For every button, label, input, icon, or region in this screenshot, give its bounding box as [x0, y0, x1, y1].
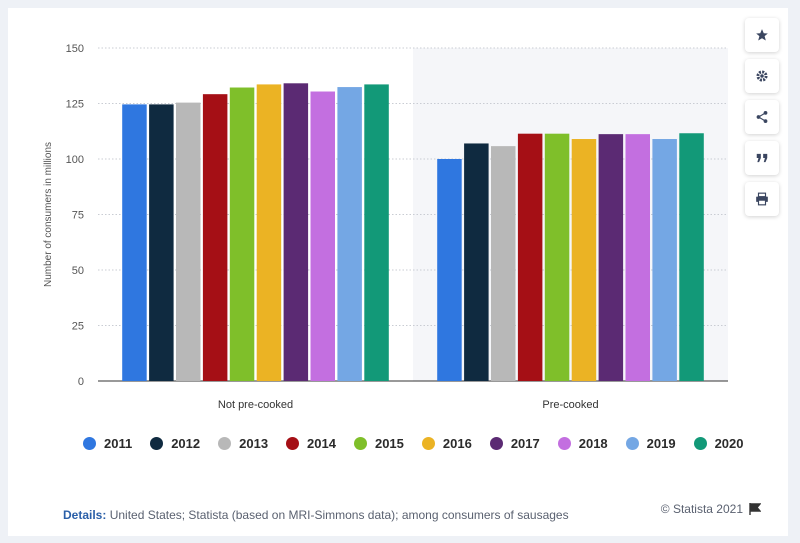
- details-label: Details:: [63, 508, 107, 522]
- legend-swatch: [83, 437, 96, 450]
- bar-2020-1: [679, 133, 704, 381]
- flag-icon[interactable]: [749, 503, 761, 515]
- x-tick-label: Not pre-cooked: [218, 399, 293, 411]
- legend-label: 2015: [374, 436, 404, 451]
- y-tick-label: 150: [66, 43, 84, 55]
- legend-label: 2012: [171, 436, 201, 451]
- legend-label: 2013: [239, 436, 269, 451]
- quote-icon: [756, 153, 768, 163]
- legend-item-2016[interactable]: 2016: [421, 436, 472, 451]
- legend-item-2019[interactable]: 2019: [625, 436, 676, 451]
- footer-credit: © Statista 2021: [661, 502, 761, 516]
- sidebar: [745, 18, 781, 223]
- bar-2016-1: [571, 139, 597, 381]
- y-tick-label: 50: [72, 265, 84, 277]
- star-icon: [756, 29, 768, 41]
- y-tick-label: 0: [78, 376, 84, 388]
- credit-text[interactable]: © Statista 2021: [660, 502, 743, 516]
- bar-2018-0: [310, 91, 335, 382]
- y-tick-label: 75: [72, 210, 84, 222]
- y-tick-label: 125: [66, 99, 84, 111]
- bar-2016-0: [256, 84, 282, 382]
- share-icon: [756, 111, 768, 123]
- legend-label: 2018: [578, 436, 608, 451]
- gear-icon: [756, 70, 768, 82]
- favorite-button[interactable]: [745, 18, 779, 52]
- bar-2015-0: [229, 87, 255, 382]
- bar-2011-1: [437, 159, 462, 381]
- legend-swatch: [557, 437, 571, 450]
- y-axis-label: Number of consumers in millions: [43, 142, 54, 287]
- legend-swatch: [421, 437, 435, 450]
- legend-item-2017[interactable]: 2017: [489, 436, 540, 451]
- legend-item-2014[interactable]: 2014: [286, 436, 336, 451]
- cite-button[interactable]: [745, 141, 779, 175]
- legend-swatch: [353, 437, 367, 450]
- legend-swatch: [489, 437, 503, 450]
- bar-2018-1: [625, 134, 650, 381]
- legend-label: 2014: [307, 436, 336, 451]
- legend-item-2020[interactable]: 2020: [693, 436, 744, 451]
- legend-label: 2020: [714, 436, 744, 451]
- legend-label: 2019: [646, 436, 676, 451]
- settings-button[interactable]: [745, 59, 779, 93]
- legend-swatch: [218, 437, 232, 450]
- bar-2015-1: [544, 133, 570, 381]
- legend-label: 2016: [442, 436, 472, 451]
- legend-item-2012[interactable]: 2012: [150, 436, 200, 451]
- bar-2014-0: [202, 94, 228, 382]
- legend-swatch: [693, 437, 707, 450]
- legend-item-2013[interactable]: 2013: [218, 436, 268, 451]
- bar-2019-1: [652, 139, 677, 381]
- bar-2019-0: [337, 87, 362, 382]
- y-tick-label: 100: [66, 154, 84, 166]
- bar-2013-0: [176, 102, 201, 381]
- details-text: United States; Statista (based on MRI-Si…: [109, 508, 569, 522]
- legend-swatch: [286, 437, 300, 450]
- x-tick-label: Pre-cooked: [542, 399, 598, 411]
- share-button[interactable]: [745, 100, 779, 134]
- bar-2013-1: [491, 146, 516, 381]
- bar-2017-0: [283, 83, 309, 381]
- legend-swatch: [625, 437, 639, 450]
- bar-2012-1: [464, 143, 489, 381]
- chart-card: 0 25 50 75 100 125 150 Number of consumers in m…: [8, 8, 788, 536]
- legend-item-2011[interactable]: 2011: [83, 436, 132, 451]
- bar-2011-0: [122, 104, 147, 381]
- print-button[interactable]: [745, 182, 779, 216]
- print-icon: [756, 192, 768, 206]
- legend-item-2018[interactable]: 2018: [557, 436, 608, 451]
- bar-2014-1: [517, 133, 543, 381]
- chart-legend: 2011 2012 2013 2014 2015 2016 2017 2018 2019 2020: [83, 436, 762, 451]
- bar-2017-1: [598, 134, 624, 381]
- legend-swatch: [150, 437, 164, 450]
- legend-label: 2017: [510, 436, 540, 451]
- bar-2020-0: [364, 84, 389, 382]
- legend-item-2015[interactable]: 2015: [353, 436, 404, 451]
- y-tick-label: 25: [72, 321, 84, 333]
- footer-details: Details: United States; Statista (based …: [63, 508, 569, 522]
- bar-2012-0: [149, 104, 174, 381]
- bar-chart: 0 25 50 75 100 125 150 Number of consumers in m…: [43, 43, 728, 411]
- legend-label: 2011: [104, 436, 133, 451]
